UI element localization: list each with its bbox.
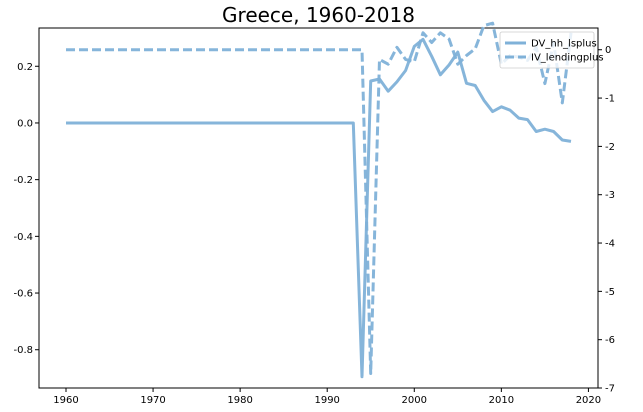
series-line-iv-lendingplus: [66, 21, 573, 375]
x-axis: 1960 1970 1980 1990 2000 2010 2020: [53, 388, 601, 406]
y-tick-label: -0.4: [13, 232, 33, 243]
x-tick-label: 1960: [53, 395, 78, 406]
plot-frame: [38, 27, 599, 389]
y-tick-label: -0.2: [13, 175, 33, 186]
x-tick-label: 2020: [576, 395, 601, 406]
x-tick-label: 2000: [402, 395, 427, 406]
y-axis-left: 0.2 0.0 -0.2 -0.4 -0.6 -0.8: [13, 62, 39, 356]
series-layer: [66, 21, 573, 379]
x-tick-label: 1990: [314, 395, 339, 406]
x-tick-label: 1970: [140, 395, 165, 406]
x-tick-label: 1980: [227, 395, 252, 406]
legend-label-iv-lendingplus: IV_lendingplus: [531, 53, 604, 64]
y-tick-label: 0.2: [17, 62, 33, 73]
y-axis-right: 0 -1 -2 -3 -4 -5 -6 -7: [598, 45, 615, 395]
y2-tick-label: -7: [605, 384, 615, 395]
y2-tick-label: -3: [605, 190, 615, 201]
y2-tick-label: -4: [605, 239, 615, 250]
y-tick-label: 0.0: [17, 118, 33, 129]
legend: DV_hh_lsplus IV_lendingplus: [499, 31, 604, 69]
y-tick-label: -0.8: [13, 345, 33, 356]
y2-tick-label: -5: [605, 287, 615, 298]
legend-box: [499, 31, 595, 69]
y2-tick-label: -1: [605, 94, 615, 105]
legend-label-dv-hh-lsplus: DV_hh_lsplus: [531, 39, 597, 50]
y-tick-label: -0.6: [13, 289, 33, 300]
y2-tick-label: -2: [605, 142, 615, 153]
y2-tick-label: -6: [605, 335, 615, 346]
series-line-dv-hh-lsplus: [66, 37, 572, 379]
x-tick-label: 2010: [489, 395, 514, 406]
chart-title: Greece, 1960-2018: [222, 3, 415, 27]
y2-tick-label: 0: [605, 45, 611, 56]
